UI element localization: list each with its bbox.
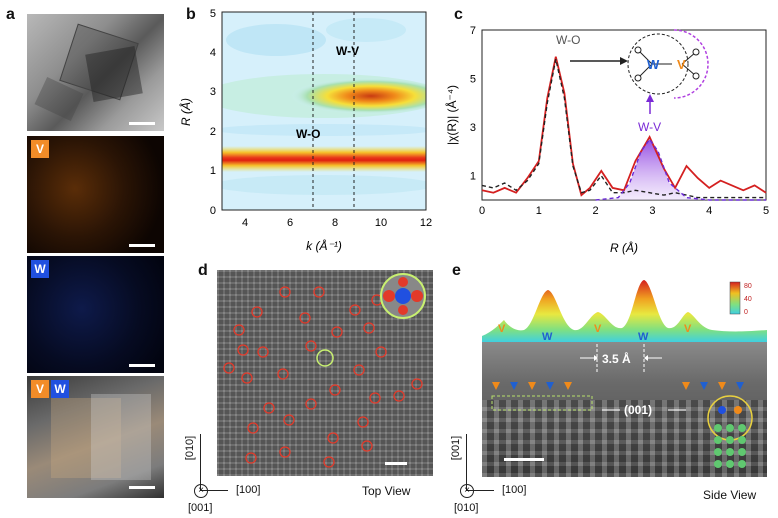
w-element-badge: W xyxy=(31,260,49,278)
c-ytick: 3 xyxy=(470,122,476,134)
inset-w-label: W xyxy=(647,57,660,72)
b-xtick: 8 xyxy=(332,217,338,229)
out-of-plane-icon: × xyxy=(460,484,474,498)
c-wv-annotation: W-V xyxy=(638,120,661,134)
profile-label-v: V xyxy=(684,323,692,335)
v-site-markers xyxy=(223,286,423,468)
b-xtick: 12 xyxy=(420,217,432,229)
b-xtick: 6 xyxy=(287,217,293,229)
b-xtick: 4 xyxy=(242,217,248,229)
c-xtick: 5 xyxy=(763,205,769,217)
spacing-label: 3.5 Å xyxy=(602,351,631,366)
panel-d-letter: d xyxy=(198,262,208,279)
d-axis-out: [001] xyxy=(188,502,213,514)
out-of-plane-icon: × xyxy=(194,484,208,498)
b-ytick: 5 xyxy=(210,8,216,20)
c-xtick: 1 xyxy=(536,205,542,217)
panel-b-letter: b xyxy=(186,6,196,23)
colorbar-tick: 0 xyxy=(744,309,748,316)
profile-label-w: W xyxy=(638,331,649,343)
scale-bar xyxy=(385,462,407,465)
profile-label-v: V xyxy=(498,323,506,335)
highlight-circle xyxy=(316,349,334,367)
scale-bar xyxy=(504,458,544,461)
c-ytick: 5 xyxy=(470,74,476,86)
b-yticks: 0 1 2 3 4 5 xyxy=(210,8,216,217)
c-xtick: 2 xyxy=(593,205,599,217)
b-ytick: 2 xyxy=(210,126,216,138)
e-axis-vertical: [001] xyxy=(450,435,463,461)
scale-bar xyxy=(129,122,155,125)
plane-label: (001) xyxy=(624,403,652,417)
b-ytick: 0 xyxy=(210,205,216,217)
b-xtick: 10 xyxy=(375,217,387,229)
profile-label-v: V xyxy=(594,323,602,335)
b-ytick: 4 xyxy=(210,47,216,59)
c-xtick: 3 xyxy=(649,205,655,217)
w-element-badge: W xyxy=(51,380,69,398)
b-xlabel: k (Å⁻¹) xyxy=(306,238,342,253)
atom-inset xyxy=(380,273,426,319)
stem-side-view-image: V W V W V 80 40 0 3.5 Å xyxy=(482,270,767,477)
c-ytick: 7 xyxy=(470,25,476,37)
scale-bar xyxy=(129,486,155,489)
c-series-line xyxy=(481,56,767,197)
b-wo-annotation: W-O xyxy=(296,127,320,141)
b-ylabel: R (Å) xyxy=(178,98,193,126)
d-axes: [010] [100] × [001] xyxy=(184,420,278,518)
panel-e-letter: e xyxy=(452,262,461,279)
c-xlabel: R (Å) xyxy=(610,240,638,255)
colorbar-tick: 80 xyxy=(744,283,752,290)
e-axes: [001] [100] × [010] xyxy=(450,420,542,518)
profile-label-w: W xyxy=(542,331,553,343)
c-xtick: 0 xyxy=(479,205,485,217)
surface-box xyxy=(491,395,593,411)
c-xtick: 4 xyxy=(706,205,712,217)
wavelet-transform-plot: 4 6 8 10 12 0 1 2 3 4 5 W-V W-O k (Å⁻¹) … xyxy=(178,8,432,253)
c-arrowhead xyxy=(620,57,628,65)
v-element-badge: V xyxy=(31,380,49,398)
inset-v-label: V xyxy=(677,57,686,72)
c-ylabel: |χ(R)| (Å⁻⁴) xyxy=(444,85,459,145)
d-axis-horizontal: [100] xyxy=(236,484,261,496)
c-arrowhead xyxy=(646,94,654,102)
b-ytick: 1 xyxy=(210,165,216,177)
v-element-badge: V xyxy=(31,140,49,158)
d-view-label: Top View xyxy=(362,484,411,498)
panel-c-letter: c xyxy=(454,6,463,23)
colorbar xyxy=(729,281,741,315)
c-wo-annotation: W-O xyxy=(556,33,580,47)
e-axis-horizontal: [100] xyxy=(502,484,527,496)
c-series-line xyxy=(595,138,766,201)
tem-image xyxy=(27,14,164,131)
d-axis-vertical: [010] xyxy=(184,435,197,461)
intensity-profile xyxy=(482,280,767,342)
e-axis-out: [010] xyxy=(454,502,479,514)
eds-v-map: V xyxy=(27,136,164,253)
scale-bar xyxy=(129,364,155,367)
e-view-label: Side View xyxy=(703,488,757,502)
b-wv-annotation: W-V xyxy=(336,44,359,58)
ft-exafs-chart: 0 1 2 3 4 5 1 3 5 7 W-O W-V W V R (Å) |χ(R)| (Å⁻⁴… xyxy=(444,25,769,255)
v-w-triangle-markers xyxy=(492,382,744,390)
c-ytick: 1 xyxy=(470,171,476,183)
scale-bar xyxy=(129,244,155,247)
stem-top-view-image xyxy=(217,270,433,476)
c-series-line xyxy=(481,58,766,199)
atom-model-overlay xyxy=(714,406,746,468)
eds-w-map: W xyxy=(27,256,164,373)
w-v-shaded-area xyxy=(595,139,766,200)
b-ytick: 3 xyxy=(210,86,216,98)
eds-overlay-map: V W xyxy=(27,376,164,498)
panel-a-letter: a xyxy=(6,6,15,23)
structure-highlight xyxy=(707,395,753,441)
structure-inset: W V xyxy=(627,29,709,99)
colorbar-tick: 40 xyxy=(744,296,752,303)
b-xticks: 4 6 8 10 12 xyxy=(242,217,432,229)
